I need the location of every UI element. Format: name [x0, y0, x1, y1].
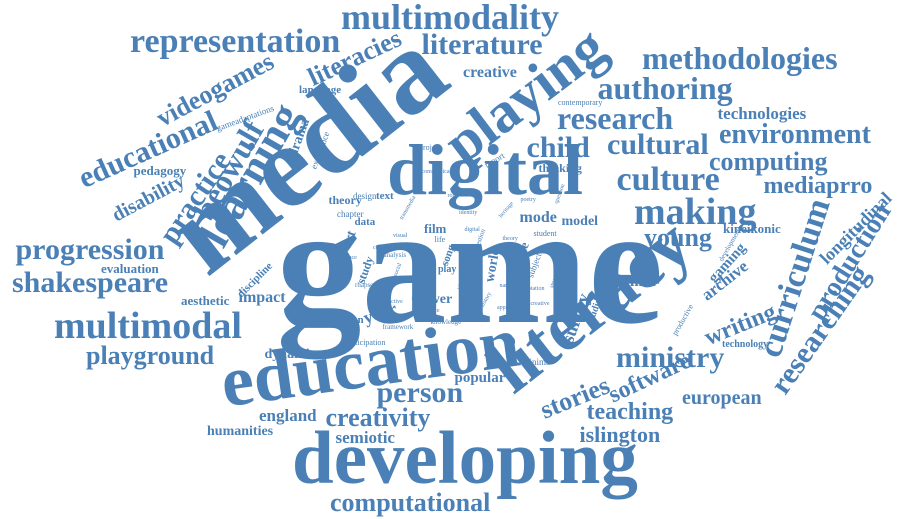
word-dynamic: dynamic	[264, 347, 316, 362]
word-person: person	[376, 376, 464, 409]
word-cultural: cultural	[607, 128, 709, 161]
word-methodologies: methodologies	[642, 40, 838, 76]
word-impact: impact	[238, 289, 286, 306]
word-framework: framework	[382, 322, 414, 331]
word-data: data	[354, 215, 376, 228]
word-game: game	[276, 171, 664, 359]
word-creative: creative	[463, 64, 517, 81]
word-technologies: technologies	[717, 103, 807, 123]
word-contemporary: contemporary	[558, 98, 603, 107]
word-creative: creative	[530, 301, 550, 307]
word-film: film	[424, 220, 447, 236]
word-islington: islington	[579, 422, 661, 447]
word-theory: theory	[502, 236, 518, 242]
word-rhapsody: rhapsody	[355, 280, 381, 289]
word-multimodal: multimodal	[54, 305, 242, 347]
word-digital: digital	[464, 227, 480, 233]
word-mode: mode	[519, 209, 557, 226]
word-student: student	[533, 229, 557, 238]
word-model: model	[561, 214, 599, 229]
word-developing: developing	[292, 416, 638, 500]
word-project: project	[419, 143, 442, 152]
word-space: space	[343, 255, 357, 261]
word-research: research	[557, 100, 674, 136]
word-life: life	[434, 235, 446, 244]
word-text: text	[376, 189, 394, 202]
word-design: design	[353, 190, 377, 201]
word-england: england	[259, 405, 317, 425]
word-digital: digital	[387, 130, 584, 210]
word-animation: animation	[316, 313, 364, 326]
word-culture: culture	[616, 161, 720, 198]
word-technology: technology	[722, 339, 769, 350]
word-multimodality: multimodality	[341, 0, 560, 37]
word-aesthetic: aesthetic	[181, 292, 230, 308]
word-authoring: authoring	[597, 70, 733, 106]
word-tower: tower	[418, 292, 453, 307]
word-approach: approach	[497, 305, 519, 311]
word-analysis: analysis	[383, 250, 407, 259]
word-productive: productive	[670, 302, 696, 337]
word-theory: theory	[328, 193, 362, 207]
word-machinima: machinima	[510, 356, 550, 367]
word-humanities: humanities	[207, 424, 274, 439]
word-ministry: ministry	[616, 341, 725, 374]
word-popular: popular	[454, 369, 506, 386]
word-progression: progression	[15, 233, 165, 266]
word-literature: literature	[421, 28, 543, 61]
word-adaptation: adaptation	[519, 286, 545, 292]
word-chapter: chapter	[337, 208, 364, 219]
word-environment: environment	[719, 119, 871, 150]
word-role: role	[447, 193, 457, 199]
word-pedagogy: pedagogy	[133, 162, 187, 178]
word-teaching: teaching	[586, 399, 674, 425]
word-communication: communication	[421, 169, 459, 175]
word-computational: computational	[330, 488, 491, 517]
word-creativity: creativity	[325, 403, 431, 432]
word-practice: practice	[420, 308, 440, 314]
word-reading: reading	[465, 309, 483, 315]
word-thinking: thinking	[538, 161, 582, 175]
word-play: play	[438, 264, 457, 275]
word-narrative: narrative	[499, 283, 521, 289]
word-genre: genre	[411, 295, 425, 301]
word-mediaprro: mediaprro	[763, 173, 873, 199]
word-kineikonic: kineikonic	[723, 220, 781, 236]
word-semiotic: semiotic	[335, 427, 395, 447]
word-making: making	[634, 191, 757, 233]
word-context: context	[373, 245, 391, 251]
word-european: european	[682, 387, 762, 409]
word-poetry: poetry	[520, 197, 536, 203]
word-visual: visual	[393, 233, 408, 239]
word-participation: participation	[345, 338, 386, 347]
word-computing: computing	[709, 147, 828, 176]
word-representation: representation	[130, 23, 341, 60]
word-young: young	[644, 223, 712, 252]
word-classroom: classroom	[408, 279, 433, 285]
word-shakespeare: shakespeare	[12, 266, 169, 299]
word-evaluation: evaluation	[101, 260, 159, 276]
word-language: language	[299, 83, 342, 96]
word-knowledge: knowledge	[430, 317, 462, 326]
word-identity: identity	[459, 210, 478, 216]
word-playground: playground	[86, 341, 215, 370]
word-child: child	[526, 131, 590, 164]
word-interactive: interactive	[377, 299, 403, 305]
word-hamlet: hamlet	[608, 273, 656, 290]
